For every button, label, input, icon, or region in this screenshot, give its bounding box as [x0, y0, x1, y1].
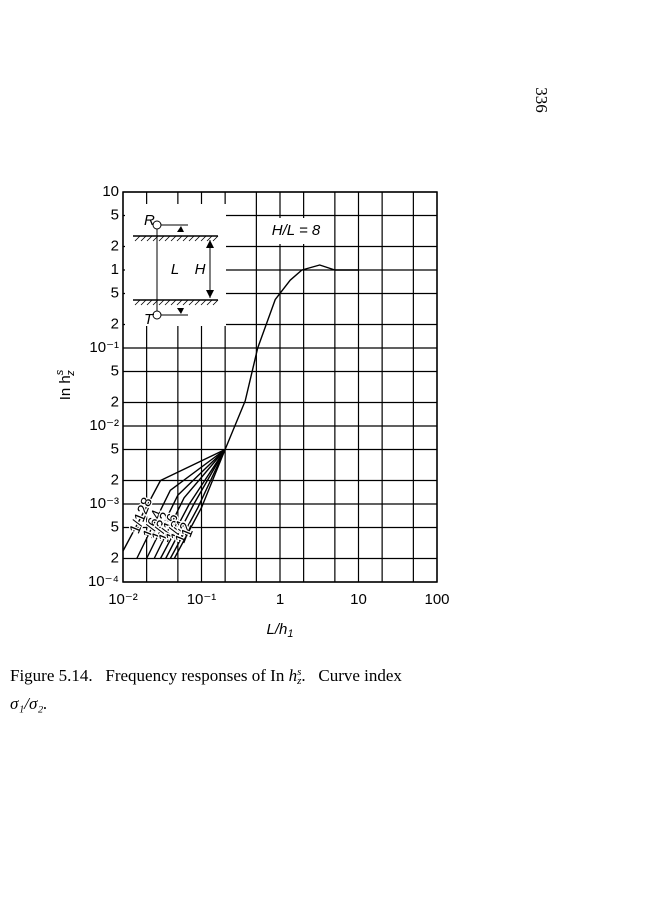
hatch — [164, 299, 171, 306]
hatch — [140, 299, 147, 306]
curve — [165, 449, 226, 559]
y-axis-label-main: In h — [57, 375, 74, 400]
y-tick-label: 10⁻³ — [89, 495, 119, 512]
curve — [224, 264, 359, 450]
hatch — [176, 299, 183, 306]
hatch — [170, 299, 177, 306]
y-tick-label: 1 — [111, 261, 119, 278]
inset-background — [125, 204, 226, 326]
x-axis-label-main: L/h — [267, 621, 288, 638]
hatch — [170, 235, 177, 242]
hatch — [206, 299, 213, 306]
y-axis-label: In hsz — [54, 369, 77, 400]
x-tick-label: 1 — [276, 591, 284, 608]
hatch — [182, 299, 189, 306]
caption-rest: . — [301, 666, 306, 685]
curve — [153, 449, 226, 559]
y-tick-label: 2 — [111, 393, 119, 410]
x-tick-label: 10⁻² — [108, 591, 138, 608]
curve — [169, 449, 226, 559]
hatch — [194, 299, 201, 306]
hatch — [134, 235, 141, 242]
x-tick-label: 10 — [350, 591, 367, 608]
inset-label: T — [144, 311, 155, 328]
curve — [136, 448, 226, 559]
inset-label: L — [171, 261, 179, 278]
y-tick-label: 2 — [111, 315, 119, 332]
caption-sup: s — [297, 666, 302, 679]
caption-line2: σ₁/σ₂. — [10, 694, 48, 713]
caption-sub: z — [297, 675, 302, 688]
y-tick-label: 10⁻² — [89, 417, 119, 434]
caption-text: Frequency responses of In — [105, 666, 289, 685]
hatch — [146, 299, 153, 306]
hatch — [176, 235, 183, 242]
caption-var: h — [288, 666, 298, 685]
y-axis-label-sub: z — [65, 370, 77, 377]
hatch — [140, 235, 147, 242]
hatch — [212, 299, 219, 306]
curve — [122, 448, 226, 552]
y-tick-label: 5 — [111, 284, 119, 301]
hatch — [200, 235, 207, 242]
inset-label: R — [144, 212, 155, 229]
y-axis-label-sup: s — [54, 369, 66, 375]
caption-tail: Curve index — [318, 666, 402, 685]
y-tick-label: 10 — [102, 183, 119, 200]
plot-frame — [122, 191, 438, 583]
y-tick-label: 2 — [111, 471, 119, 488]
curve — [159, 449, 226, 559]
x-tick-label: 10⁻¹ — [187, 591, 217, 608]
hatch — [206, 235, 213, 242]
y-tick-label: 2 — [111, 237, 119, 254]
hatch — [188, 299, 195, 306]
y-tick-label: 10⁻¹ — [89, 339, 119, 356]
y-tick-label: 10⁻⁴ — [88, 573, 119, 590]
hatch — [158, 299, 165, 306]
transmitter — [152, 310, 162, 320]
hatch — [212, 235, 219, 242]
x-tick-label: 100 — [424, 591, 449, 608]
hatch — [158, 235, 165, 242]
annotation-background — [258, 218, 334, 244]
curve — [173, 449, 226, 559]
hatch — [134, 299, 141, 306]
page-number: 336 — [532, 87, 551, 113]
caption-label: Figure 5.14. — [10, 666, 93, 685]
hatch — [194, 235, 201, 242]
hatch — [200, 299, 207, 306]
y-tick-label: 5 — [111, 518, 119, 535]
y-tick-label: 5 — [111, 362, 119, 379]
hatch — [188, 235, 195, 242]
caption: Figure 5.14. Frequency responses of In h… — [10, 666, 402, 688]
hatch — [146, 235, 153, 242]
x-axis-label: L/h1 — [267, 621, 294, 640]
y-tick-label: 5 — [111, 206, 119, 223]
hatch — [182, 235, 189, 242]
inset-label: H — [195, 261, 206, 278]
x-axis-label-sub: 1 — [287, 628, 293, 640]
curve — [145, 448, 226, 559]
annotation: H/L = 8 — [272, 222, 321, 239]
hatch — [164, 235, 171, 242]
y-tick-label: 2 — [111, 549, 119, 566]
y-tick-label: 5 — [111, 440, 119, 457]
